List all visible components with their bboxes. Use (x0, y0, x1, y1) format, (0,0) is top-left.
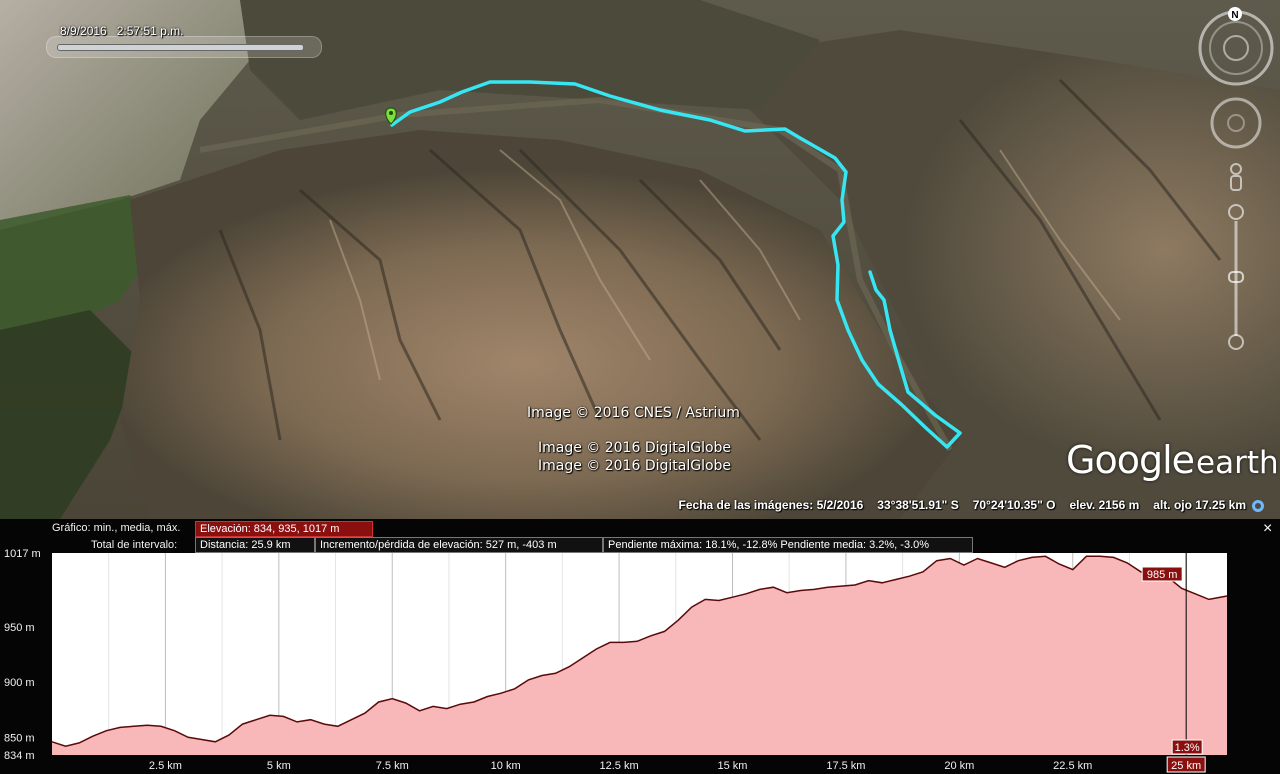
x-tick-label: 5 km (267, 760, 291, 772)
x-tick-label: 7.5 km (376, 760, 409, 772)
x-axis-labels: 2.5 km 5 km 7.5 km 10 km 12.5 km 15 km 17.5 km… (149, 760, 1092, 772)
city-area (0, 0, 250, 230)
x-tick-label: 17.5 km (826, 760, 865, 772)
imagery-credit-1: Image © 2016 CNES / Astrium (527, 405, 740, 421)
elevation-chart[interactable]: 1017 m 950 m 900 m 850 m 834 m 2.5 km 5 km 7.5… (0, 519, 1280, 774)
x-tick-label: 22.5 km (1053, 760, 1092, 772)
streaming-status-icon (1252, 500, 1264, 512)
street-view-pegman-icon[interactable] (1230, 163, 1242, 191)
start-placemark-icon (385, 107, 397, 125)
eye-altitude: alt. ojo 17.25 km (1153, 498, 1246, 512)
x-tick-label: 2.5 km (149, 760, 182, 772)
status-bar: Fecha de las imágenes: 5/2/2016 33°38'51… (679, 498, 1246, 512)
timestamp-date: 8/9/2016 (60, 24, 107, 38)
imagery-date: Fecha de las imágenes: 5/2/2016 (678, 498, 864, 512)
imagery-credit-2: Image © 2016 DigitalGlobe (538, 440, 732, 456)
elevation: elev. 2156 m (1069, 498, 1140, 512)
compass-north-label: N (1231, 10, 1238, 21)
mountain-massif (120, 130, 960, 519)
map-view[interactable]: 8/9/2016 2:57:51 p.m. Image © 2016 CNES … (0, 0, 1280, 519)
cursor-dist-box (1166, 756, 1206, 773)
y-tick-label: 900 m (4, 677, 35, 689)
elevation-stats-box: Elevación: 834, 935, 1017 m (195, 521, 373, 537)
profile-cursor[interactable]: 985 m 1.3% 25 km (1141, 553, 1206, 773)
graph-label: Gráfico: min., media, máx. (52, 522, 181, 534)
navigation-controls[interactable]: N (1196, 6, 1276, 356)
time-slider-track[interactable] (57, 44, 304, 51)
logo-earth: earth (1196, 445, 1279, 481)
elevation-gain-box: Incremento/pérdida de elevación: 527 m, … (315, 537, 603, 553)
y-tick-label: 950 m (4, 622, 35, 634)
satellite-terrain (0, 0, 1280, 519)
time-slider[interactable] (46, 36, 322, 58)
cursor-dist-label: 25 km (1171, 760, 1201, 772)
distance-box: Distancia: 25.9 km (195, 537, 315, 553)
cursor-slope-label: 1.3% (1175, 742, 1200, 754)
y-axis-labels: 1017 m 950 m 900 m 850 m 834 m (4, 548, 41, 762)
slope-box: Pendiente máxima: 18.1%, -12.8% Pendient… (603, 537, 973, 553)
x-tick-label: 10 km (491, 760, 521, 772)
longitude: 70°24'10.35" O (972, 498, 1056, 512)
range-label: Total de intervalo: (91, 539, 178, 551)
move-control[interactable] (1210, 97, 1262, 149)
imagery-credit-3: Image © 2016 DigitalGlobe (538, 458, 732, 474)
close-profile-button[interactable]: × (1263, 520, 1273, 537)
farmland (0, 195, 160, 340)
cursor-elev-box (1141, 566, 1183, 582)
cursor-slope-box (1171, 739, 1203, 755)
compass-look-control[interactable]: N (1198, 7, 1274, 86)
y-tick-label: 1017 m (4, 548, 41, 560)
eastern-ranges (700, 30, 1280, 519)
latitude: 33°38'51.91" S (877, 498, 959, 512)
zoom-slider[interactable] (1228, 204, 1244, 350)
x-tick-label: 12.5 km (600, 760, 639, 772)
y-tick-label: 834 m (4, 750, 35, 762)
elevation-line (51, 555, 1228, 747)
time-stamp: 8/9/2016 2:57:51 p.m. (60, 24, 183, 38)
google-earth-logo: Googleearth (1066, 438, 1279, 482)
gps-track (390, 80, 962, 449)
x-tick-label: 20 km (944, 760, 974, 772)
elevation-area (52, 556, 1227, 755)
northern-ridge (240, 0, 820, 120)
y-tick-label: 850 m (4, 732, 35, 744)
cursor-elev-label: 985 m (1147, 569, 1178, 581)
logo-google: Google (1066, 438, 1195, 482)
x-tick-label: 15 km (718, 760, 748, 772)
timestamp-time: 2:57:51 p.m. (116, 24, 184, 38)
